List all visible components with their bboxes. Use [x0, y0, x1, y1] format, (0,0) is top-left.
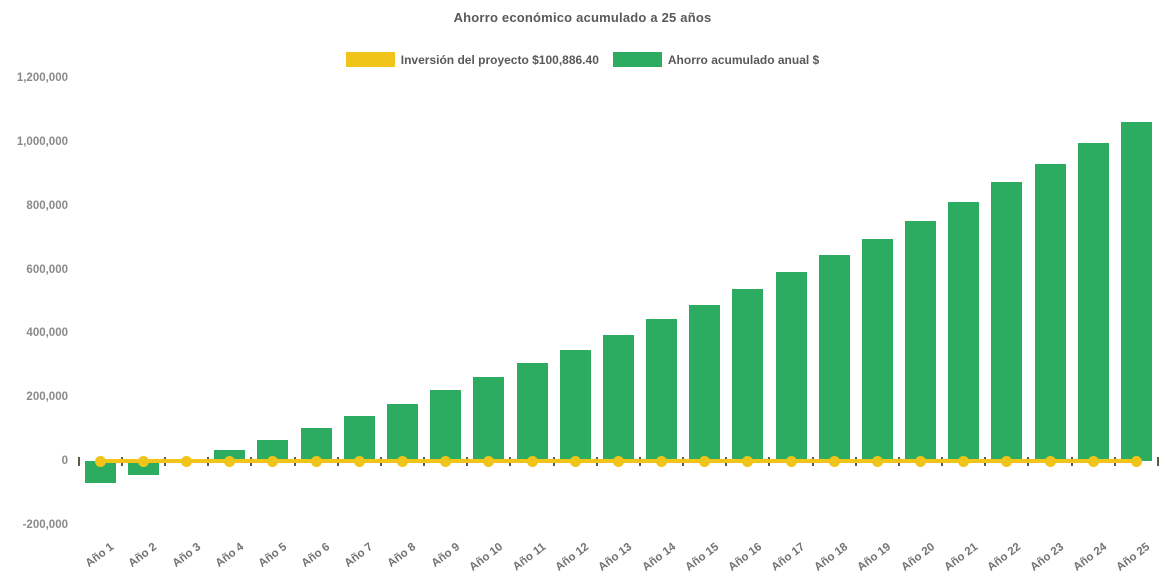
- bar-año-17: [775, 271, 807, 461]
- bar-año-12: [559, 349, 591, 461]
- y-axis-tick-label: 1,200,000: [16, 72, 68, 85]
- investment-line-marker: [224, 455, 236, 467]
- bar-año-1: [84, 461, 116, 484]
- bar-año-8: [386, 403, 418, 461]
- investment-line-marker: [137, 455, 149, 467]
- investment-line-marker: [483, 455, 495, 467]
- investment-swatch-icon: [345, 52, 395, 67]
- y-axis-tick-label: 200,000: [26, 391, 68, 404]
- bar-año-2: [127, 461, 159, 476]
- bar-año-9: [430, 390, 462, 461]
- investment-line-marker: [440, 455, 452, 467]
- bar-año-10: [473, 377, 505, 461]
- investment-line-marker: [785, 455, 797, 467]
- bar-año-25: [1120, 121, 1152, 461]
- bar-año-24: [1077, 143, 1109, 461]
- investment-line-marker: [828, 455, 840, 467]
- investment-line-marker: [742, 455, 754, 467]
- bar-año-23: [1034, 163, 1066, 461]
- x-axis-tick: [1156, 456, 1159, 466]
- legend-item-savings: Ahorro acumulado anual $: [612, 52, 820, 67]
- legend-label-investment: Inversión del proyecto $100,886.40: [400, 52, 599, 67]
- investment-line-marker: [353, 455, 365, 467]
- bar-año-15: [689, 304, 721, 461]
- legend: Inversión del proyecto $100,886.40 Ahorr…: [0, 52, 1165, 67]
- y-axis-tick-label: -200,000: [22, 518, 68, 531]
- bar-año-14: [646, 319, 677, 461]
- bar-año-21: [948, 201, 980, 461]
- x-axis-tick: [77, 456, 80, 466]
- bar-año-11: [516, 363, 548, 461]
- investment-line-marker: [396, 455, 408, 467]
- bar-año-5: [257, 439, 289, 461]
- investment-line-marker: [569, 455, 581, 467]
- investment-line-marker: [526, 455, 538, 467]
- investment-line-marker: [699, 455, 711, 467]
- bar-año-16: [732, 288, 764, 461]
- investment-line-marker: [915, 455, 927, 467]
- investment-line-marker: [1130, 455, 1142, 467]
- investment-line-marker: [94, 455, 106, 467]
- legend-label-savings: Ahorro acumulado anual $: [667, 52, 820, 67]
- investment-line-marker: [656, 455, 667, 467]
- investment-line-marker: [612, 455, 624, 467]
- investment-line-marker: [1044, 455, 1056, 467]
- investment-line-marker: [1001, 455, 1013, 467]
- investment-line-marker: [1087, 455, 1099, 467]
- investment-line-marker: [871, 455, 883, 467]
- y-axis-tick-label: 1,000,000: [16, 135, 68, 148]
- bar-año-18: [818, 254, 850, 461]
- y-axis-tick-label: 800,000: [26, 199, 68, 212]
- investment-line-marker: [267, 455, 279, 467]
- y-axis-tick-label: 0: [61, 455, 68, 467]
- chart-title: Ahorro económico acumulado a 25 años: [453, 10, 712, 25]
- bar-año-20: [905, 221, 937, 461]
- legend-item-investment: Inversión del proyecto $100,886.40: [345, 52, 599, 67]
- y-axis-tick-label: 600,000: [26, 263, 68, 276]
- bar-año-19: [861, 238, 893, 461]
- bar-año-7: [343, 415, 375, 461]
- y-axis-tick-label: 400,000: [26, 327, 68, 340]
- bar-año-22: [991, 181, 1023, 461]
- savings-swatch-icon: [612, 52, 662, 67]
- investment-line-marker: [181, 455, 193, 467]
- bar-año-13: [602, 335, 634, 461]
- investment-line-marker: [958, 455, 970, 467]
- investment-line-marker: [310, 455, 322, 467]
